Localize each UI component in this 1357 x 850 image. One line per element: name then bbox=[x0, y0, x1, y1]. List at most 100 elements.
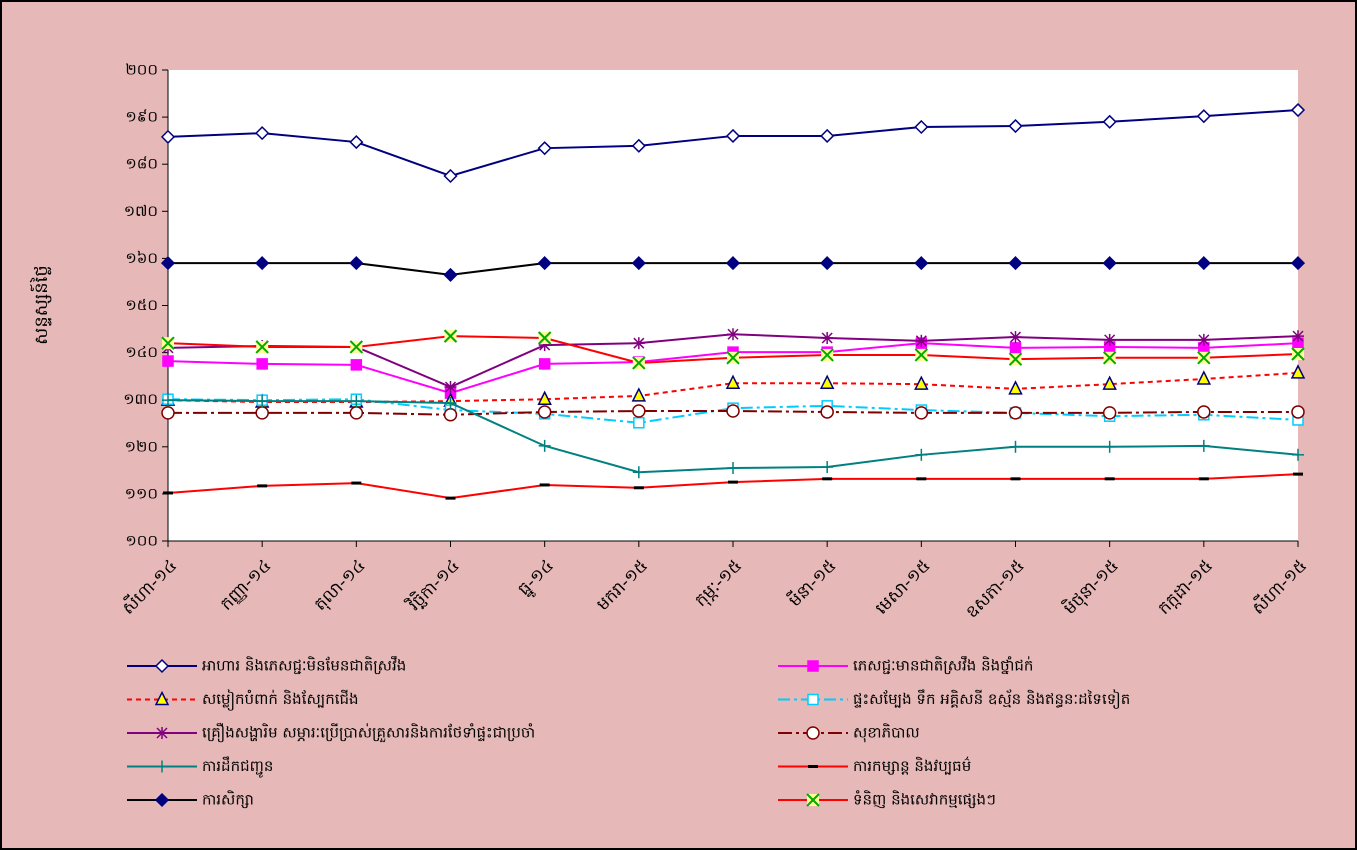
marker-shape bbox=[1291, 405, 1305, 419]
marker bbox=[820, 405, 834, 419]
marker bbox=[1008, 118, 1023, 134]
marker bbox=[1292, 330, 1304, 343]
marker-shape bbox=[154, 658, 170, 674]
marker bbox=[807, 693, 819, 706]
marker bbox=[538, 439, 551, 452]
marker-shape bbox=[349, 135, 364, 150]
marker-shape bbox=[1104, 334, 1116, 346]
marker bbox=[807, 660, 819, 672]
marker bbox=[1008, 256, 1023, 271]
marker-shape bbox=[1196, 370, 1212, 385]
marker-shape bbox=[161, 336, 175, 350]
marker-shape bbox=[162, 355, 174, 367]
marker bbox=[914, 375, 929, 390]
marker bbox=[632, 404, 646, 418]
y-tick-label: ១៨០ bbox=[125, 155, 158, 173]
marker bbox=[443, 329, 458, 343]
legend-label: ភេសជ្ជៈមានជាតិស្រវឹង និងថ្នាំជក់ bbox=[853, 656, 1033, 675]
marker-shape bbox=[256, 358, 268, 370]
marker bbox=[1197, 439, 1210, 452]
marker bbox=[537, 141, 552, 156]
legend-label: គ្រឿងសង្ហារិម សម្ភារៈប្រើប្រាស់គ្រួសារនិ… bbox=[202, 723, 535, 743]
marker bbox=[444, 380, 457, 393]
legend-label: សុខាភិបាល bbox=[853, 723, 920, 743]
marker-shape bbox=[443, 267, 458, 282]
marker bbox=[914, 348, 929, 362]
marker-shape bbox=[444, 381, 457, 393]
marker bbox=[806, 726, 820, 740]
marker-shape bbox=[537, 141, 552, 156]
marker-shape bbox=[537, 331, 552, 345]
marker bbox=[349, 340, 364, 354]
marker bbox=[725, 128, 741, 144]
marker bbox=[255, 340, 269, 354]
marker bbox=[726, 351, 740, 365]
marker-shape bbox=[633, 337, 645, 349]
marker bbox=[631, 256, 646, 271]
marker bbox=[726, 404, 740, 418]
marker bbox=[1103, 440, 1116, 453]
marker-shape bbox=[819, 374, 835, 389]
marker-shape bbox=[632, 356, 646, 370]
legend-label: អាហារ និងភេសជ្ជៈមិនមែនជាតិស្រវឹង bbox=[202, 656, 406, 675]
marker-shape bbox=[255, 340, 269, 354]
marker-shape bbox=[1102, 114, 1117, 129]
y-tick-label: ១៧០ bbox=[124, 202, 158, 220]
marker bbox=[444, 396, 457, 409]
marker bbox=[255, 406, 269, 420]
marker-shape bbox=[631, 138, 646, 153]
legend-label: ទំនិញ និងសេវាកម្មផ្សេងៗ bbox=[853, 790, 996, 809]
y-tick-label: ១៩០ bbox=[125, 108, 158, 126]
marker-shape bbox=[537, 405, 552, 419]
marker-shape bbox=[537, 390, 552, 405]
marker bbox=[1291, 405, 1305, 419]
legend-label: ផ្ទះសម្បែង ទឹក អគ្គិសនី ឧស្ម័ន និងឥន្ធនៈ… bbox=[853, 689, 1130, 709]
marker-shape bbox=[1102, 375, 1117, 390]
marker-shape bbox=[633, 417, 645, 429]
marker bbox=[819, 374, 835, 389]
marker-shape bbox=[349, 256, 364, 271]
marker-shape bbox=[160, 129, 176, 144]
y-axis-label: សន្ទស្សន៍ថ្លៃ bbox=[29, 265, 52, 345]
marker-shape bbox=[443, 168, 458, 184]
marker bbox=[443, 267, 458, 282]
marker bbox=[160, 256, 176, 271]
marker bbox=[632, 356, 646, 370]
marker-shape bbox=[161, 406, 175, 420]
marker bbox=[156, 760, 168, 773]
marker-shape bbox=[443, 408, 458, 422]
marker bbox=[1102, 406, 1117, 420]
marker bbox=[821, 461, 834, 474]
marker bbox=[914, 119, 929, 135]
marker-shape bbox=[1291, 347, 1305, 361]
marker-shape bbox=[820, 256, 835, 271]
marker-shape bbox=[1196, 109, 1211, 124]
marker-shape bbox=[914, 406, 929, 420]
marker-shape bbox=[1102, 256, 1117, 271]
marker-shape bbox=[806, 793, 820, 807]
marker bbox=[255, 126, 270, 141]
marker bbox=[537, 331, 552, 345]
marker bbox=[1292, 448, 1304, 461]
marker-shape bbox=[255, 256, 270, 271]
marker-shape bbox=[1198, 334, 1210, 346]
marker bbox=[161, 336, 175, 350]
marker-shape bbox=[350, 359, 363, 371]
marker bbox=[821, 331, 834, 344]
marker bbox=[806, 793, 820, 807]
legend-label: ការកម្សាន្ត និងវប្បធម៌ bbox=[853, 756, 971, 775]
marker bbox=[538, 358, 551, 370]
marker bbox=[1290, 364, 1306, 379]
marker bbox=[1196, 256, 1211, 271]
marker bbox=[1197, 405, 1211, 419]
marker-shape bbox=[821, 332, 833, 344]
marker-shape bbox=[726, 404, 740, 418]
marker-shape bbox=[1196, 256, 1211, 271]
marker-shape bbox=[1290, 102, 1306, 118]
marker bbox=[1102, 256, 1117, 271]
marker bbox=[820, 256, 835, 271]
marker-shape bbox=[154, 792, 170, 808]
marker-shape bbox=[1290, 364, 1306, 379]
marker-shape bbox=[538, 358, 551, 370]
